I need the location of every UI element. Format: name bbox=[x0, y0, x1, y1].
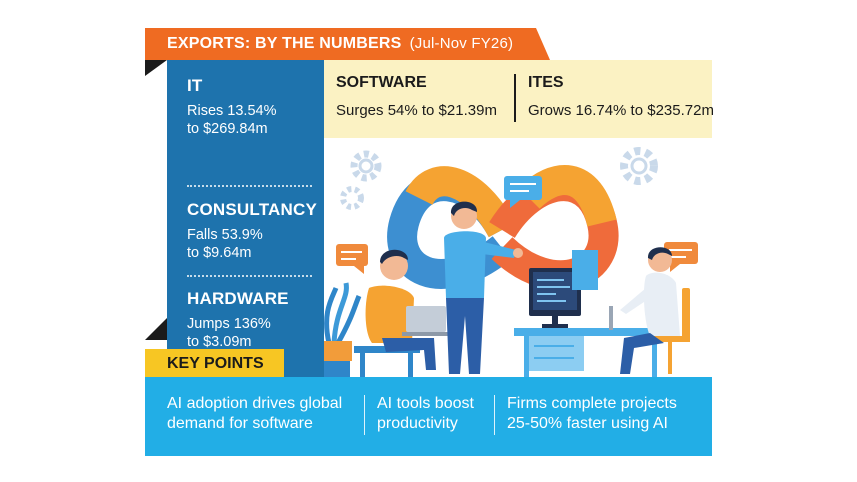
left-stats-panel: IT Rises 13.54% to $269.84m CONSULTANCY F… bbox=[167, 60, 324, 378]
stat-software: SOFTWARE Surges 54% to $21.39m bbox=[336, 74, 497, 119]
key-points-title: KEY POINTS bbox=[167, 355, 264, 372]
gear-icon bbox=[620, 147, 658, 185]
stat-software-label: SOFTWARE bbox=[336, 74, 427, 91]
key-point-item: Firms complete projects 25-50% faster usi… bbox=[507, 395, 677, 432]
stat-divider bbox=[187, 275, 312, 277]
top-divider bbox=[514, 74, 516, 122]
key-points-fold bbox=[145, 318, 167, 340]
ribbon-fold bbox=[145, 60, 167, 76]
gear-icon bbox=[350, 150, 382, 182]
seated-person-laptop bbox=[354, 249, 452, 378]
plant-icon bbox=[324, 282, 362, 378]
desk-with-monitor bbox=[514, 250, 664, 378]
stat-consultancy: CONSULTANCY Falls 53.9% to $9.64m bbox=[187, 200, 317, 262]
stat-hardware-label: HARDWARE bbox=[187, 289, 289, 308]
stat-hardware-value: Jumps 136% to $3.09m bbox=[187, 316, 271, 350]
stat-ites: ITES Grows 16.74% to $235.72m bbox=[528, 74, 714, 119]
stat-ites-label: ITES bbox=[528, 74, 564, 91]
chat-bubble-icon bbox=[664, 242, 698, 272]
stat-hardware: HARDWARE Jumps 136% to $3.09m bbox=[187, 289, 302, 351]
standing-person bbox=[444, 201, 523, 374]
header-title-row: EXPORTS: BY THE NUMBERS (Jul-Nov FY26) bbox=[167, 35, 513, 53]
stat-consultancy-label: CONSULTANCY bbox=[187, 200, 318, 219]
stat-it: IT Rises 13.54% to $269.84m bbox=[187, 76, 302, 138]
gear-icon bbox=[340, 186, 364, 210]
header-period: (Jul-Nov FY26) bbox=[409, 35, 514, 52]
stat-it-value: Rises 13.54% to $269.84m bbox=[187, 103, 277, 137]
key-points-tab: KEY POINTS bbox=[145, 349, 284, 377]
infographic-card: EXPORTS: BY THE NUMBERS (Jul-Nov FY26) IT… bbox=[145, 28, 714, 456]
key-point-divider bbox=[364, 395, 365, 435]
chat-bubble-icon bbox=[504, 176, 542, 208]
header-title: EXPORTS: BY THE NUMBERS bbox=[167, 35, 402, 52]
key-point-item: AI tools boost productivity bbox=[377, 395, 474, 432]
top-stats-panel: SOFTWARE Surges 54% to $21.39m ITES Grow… bbox=[324, 60, 714, 138]
key-point-item: AI adoption drives global demand for soft… bbox=[167, 395, 343, 432]
stat-ites-value: Grows 16.74% to $235.72m bbox=[528, 102, 714, 119]
team-illustration bbox=[324, 147, 698, 378]
header-ribbon: EXPORTS: BY THE NUMBERS (Jul-Nov FY26) bbox=[145, 28, 550, 60]
seated-person-desk bbox=[609, 247, 690, 374]
chat-bubble-icon bbox=[336, 244, 368, 274]
key-points-band: AI adoption drives global demand for soft… bbox=[145, 377, 712, 456]
stat-it-label: IT bbox=[187, 76, 203, 95]
gear-icon bbox=[630, 157, 648, 175]
stat-divider bbox=[187, 185, 312, 187]
stat-software-value: Surges 54% to $21.39m bbox=[336, 102, 497, 119]
key-point-divider bbox=[494, 395, 495, 435]
stat-consultancy-value: Falls 53.9% to $9.64m bbox=[187, 227, 263, 261]
gear-icon bbox=[358, 158, 374, 174]
